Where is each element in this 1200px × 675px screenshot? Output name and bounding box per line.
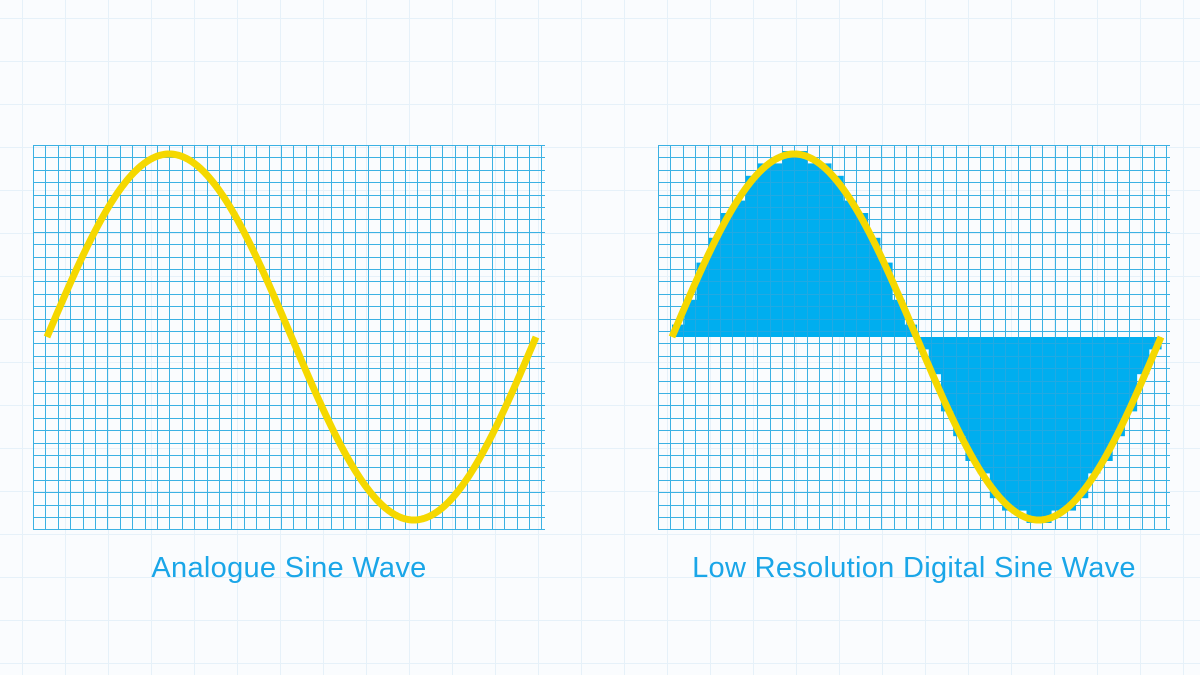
analogue-caption: Analogue Sine Wave: [151, 552, 427, 584]
digital-panel: [658, 145, 1170, 530]
quantized-step: [769, 163, 783, 337]
digital-caption: Low Resolution Digital Sine Wave: [692, 552, 1136, 584]
quantized-step: [830, 175, 844, 337]
analogue-sine-wave: [43, 150, 540, 524]
quantized-step: [708, 237, 722, 337]
quantized-step: [1075, 337, 1089, 499]
quantized-step: [1002, 337, 1015, 511]
digital-graph: [658, 145, 1170, 530]
analogue-graph: [33, 145, 545, 530]
quantized-step: [806, 163, 820, 337]
analogue-panel: [33, 145, 545, 530]
quantized-step: [1050, 337, 1064, 511]
quantized-step: [843, 200, 856, 337]
quantized-step: [818, 163, 832, 337]
quantized-step: [757, 163, 771, 337]
quantized-step: [1112, 337, 1125, 437]
quantized-step: [867, 237, 881, 337]
quantized-step: [1063, 337, 1077, 511]
digital-sine-wave: [668, 150, 1165, 524]
quantized-step: [733, 200, 746, 337]
quantized-step: [1014, 337, 1028, 511]
quantized-step: [989, 337, 1003, 499]
quantized-step: [745, 175, 759, 337]
